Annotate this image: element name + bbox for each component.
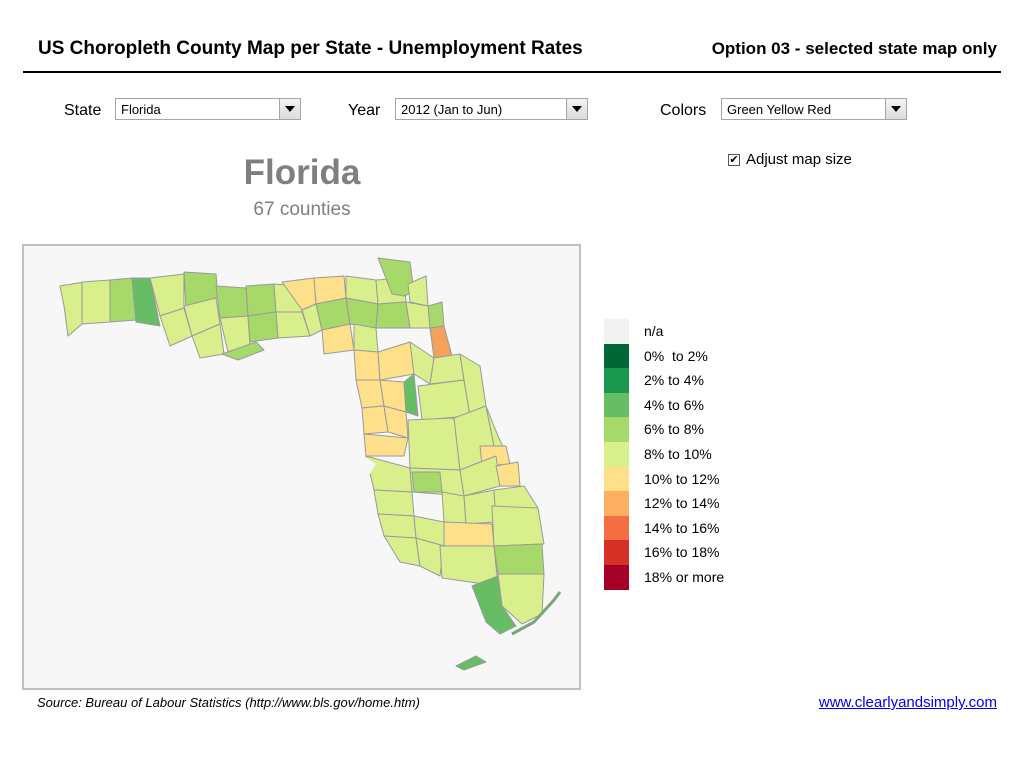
legend-swatch (604, 392, 629, 418)
county (407, 417, 461, 471)
county (443, 521, 495, 547)
county (403, 373, 419, 417)
state-dropdown-button[interactable] (279, 99, 300, 119)
legend-label: 6% to 8% (644, 421, 704, 438)
county (411, 471, 443, 493)
county (415, 537, 445, 577)
county (59, 281, 85, 337)
legend-label: n/a (644, 323, 664, 339)
legend-label: 2% to 4% (644, 372, 704, 389)
florida-keys (511, 591, 562, 636)
state-dropdown-value: Florida (121, 102, 161, 117)
county (429, 353, 465, 385)
county (247, 311, 279, 343)
county (365, 455, 413, 493)
county (441, 491, 467, 525)
county (375, 301, 411, 329)
legend-swatch (604, 466, 629, 492)
legend-swatch (604, 417, 629, 442)
county (491, 505, 545, 547)
chevron-down-icon (285, 106, 295, 112)
legend-swatch (604, 540, 629, 565)
colors-dropdown[interactable]: Green Yellow Red (721, 98, 907, 120)
adjust-map-size-toggle[interactable]: ✔ Adjust map size (728, 151, 852, 168)
legend-label: 14% to 16% (644, 519, 720, 536)
source-note: Source: Bureau of Labour Statistics (htt… (37, 695, 420, 710)
legend-label: 10% to 12% (644, 470, 720, 487)
page-title: US Choropleth County Map per State - Une… (38, 38, 583, 59)
year-dropdown-button[interactable] (566, 99, 587, 119)
adjust-map-size-label: Adjust map size (746, 151, 852, 168)
county (471, 575, 517, 635)
county (215, 285, 249, 319)
header-divider (23, 71, 1001, 73)
county (383, 535, 421, 567)
year-dropdown[interactable]: 2012 (Jan to Jun) (395, 98, 588, 120)
legend-swatch (604, 343, 629, 369)
state-county-map (22, 244, 581, 690)
county (245, 283, 277, 317)
year-label: Year (348, 102, 381, 119)
legend-swatch (604, 564, 629, 590)
colors-dropdown-value: Green Yellow Red (727, 102, 832, 117)
state-dropdown[interactable]: Florida (115, 98, 301, 120)
county (417, 379, 471, 421)
county (377, 341, 415, 381)
legend-label: 8% to 10% (644, 445, 712, 462)
county (493, 543, 545, 575)
florida-map-svg (59, 257, 562, 671)
county (321, 323, 355, 355)
legend-label: 0% to 2% (644, 347, 708, 364)
county (221, 341, 265, 361)
year-dropdown-value: 2012 (Jan to Jun) (401, 102, 503, 117)
legend-swatch (604, 441, 629, 467)
county (427, 301, 445, 329)
legend-label: 16% to 18% (644, 544, 720, 561)
county (131, 277, 161, 327)
legend-swatch (604, 368, 629, 393)
chevron-down-icon (572, 106, 582, 112)
county (405, 301, 431, 329)
legend-label: 4% to 6% (644, 396, 704, 413)
state-heading: Florida (243, 153, 361, 192)
legend-label: 12% to 14% (644, 495, 720, 512)
legend-swatch (604, 491, 629, 516)
county (363, 433, 409, 457)
county-count: 67 counties (253, 199, 351, 220)
legend-label: 18% or more (644, 568, 725, 585)
county (377, 513, 417, 539)
chevron-down-icon (891, 106, 901, 112)
county (361, 405, 389, 435)
county (429, 325, 453, 359)
legend-swatch (604, 515, 629, 541)
legend-swatch (604, 319, 629, 344)
option-label: Option 03 - selected state map only (711, 39, 997, 58)
county (373, 489, 415, 517)
website-link[interactable]: www.clearlyandsimply.com (818, 694, 997, 711)
state-label: State (64, 102, 102, 119)
county (495, 461, 521, 487)
county (455, 655, 487, 671)
tampa-bay (362, 456, 376, 474)
county (463, 489, 497, 525)
county (355, 379, 385, 409)
county (353, 349, 381, 381)
colors-dropdown-button[interactable] (885, 99, 906, 119)
checkbox-checked-icon[interactable]: ✔ (728, 153, 740, 166)
county (81, 279, 111, 325)
county (353, 323, 379, 353)
colors-label: Colors (660, 102, 707, 119)
